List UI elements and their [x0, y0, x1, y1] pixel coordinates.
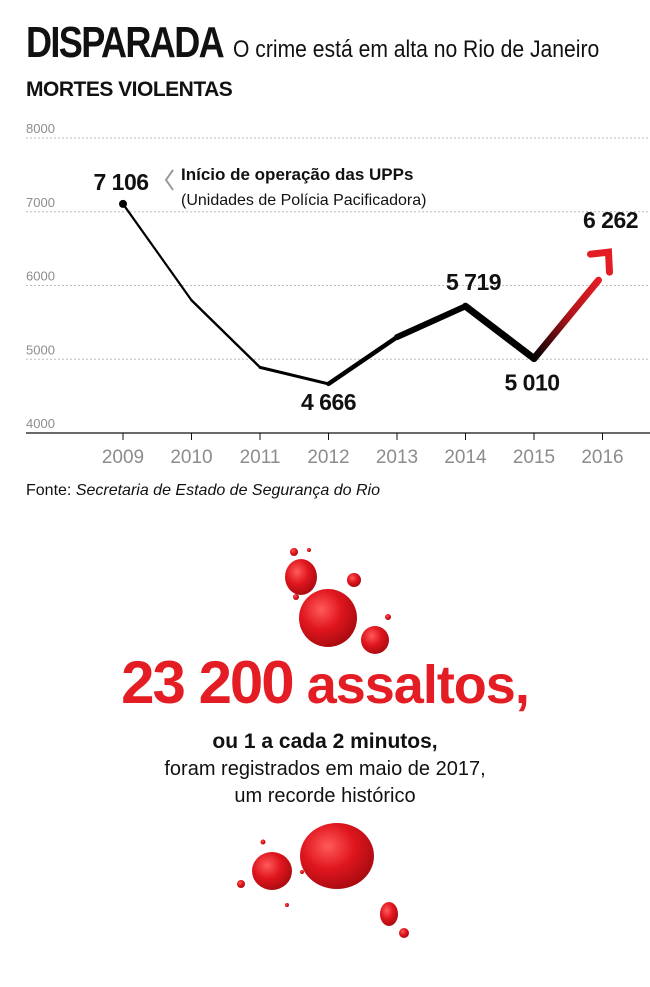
y-tick-label: 5000	[26, 342, 55, 357]
data-label: 6 262	[583, 207, 638, 233]
blood-drops-top	[285, 548, 391, 654]
x-tick-label: 2012	[307, 447, 349, 468]
annotation-chevron-icon	[164, 169, 174, 191]
line-segment	[326, 334, 400, 387]
y-tick-label: 6000	[26, 269, 55, 284]
trend-arrowhead	[587, 248, 613, 276]
robbery-stat: 23 200 assaltos,	[0, 648, 650, 717]
data-label: 7 106	[93, 169, 148, 195]
blood-drops-bottom	[237, 823, 409, 938]
stat-line-1: ou 1 a cada 2 minutos,	[212, 730, 438, 753]
chart-title: MORTES VIOLENTAS	[26, 78, 233, 101]
y-tick-label: 7000	[26, 195, 55, 210]
x-tick-label: 2011	[240, 447, 281, 468]
source-prefix: Fonte:	[26, 482, 72, 499]
annotation-title: Início de operação das UPPs	[181, 165, 413, 184]
line-segment	[530, 276, 602, 363]
robbery-unit: assaltos,	[306, 655, 530, 715]
line-segment	[394, 303, 469, 341]
line-segment	[121, 202, 193, 302]
annotation-subtitle: (Unidades de Polícia Pacificadora)	[181, 192, 426, 209]
x-tick-label: 2013	[376, 447, 418, 468]
x-tick-label: 2009	[102, 447, 144, 468]
page-subtitle: O crime está em alta no Rio de Janeiro	[232, 36, 600, 63]
data-label: 4 666	[301, 389, 356, 415]
header: DISPARADA O crime está em alta no Rio de…	[26, 18, 649, 68]
line-segment	[258, 365, 330, 386]
source-note: Fonte: Secretaria de Estado de Segurança…	[26, 482, 380, 500]
line-chart: 4000 5000 6000 7000 8000 2009 2010 2011 2012 2013…	[26, 121, 650, 468]
stat-line-2: foram registrados em maio de 2017,	[164, 758, 486, 780]
data-label: 5 719	[446, 269, 501, 295]
page-title: DISPARADA	[26, 18, 225, 67]
line-segment	[190, 299, 262, 369]
y-tick-label: 8000	[26, 121, 55, 136]
source-text: Secretaria de Estado de Segurança do Rio	[75, 482, 381, 499]
x-tick-label: 2016	[581, 447, 623, 468]
data-point	[119, 199, 127, 208]
y-tick-label: 4000	[26, 416, 55, 431]
robbery-count: 23 200	[121, 649, 295, 716]
x-tick-label: 2015	[513, 447, 555, 468]
line-segment	[462, 302, 538, 363]
stat-line-3: um recorde histórico	[234, 785, 416, 807]
x-tick-label: 2010	[170, 447, 212, 468]
x-tick-label: 2014	[444, 447, 487, 468]
data-label: 5 010	[504, 370, 559, 396]
